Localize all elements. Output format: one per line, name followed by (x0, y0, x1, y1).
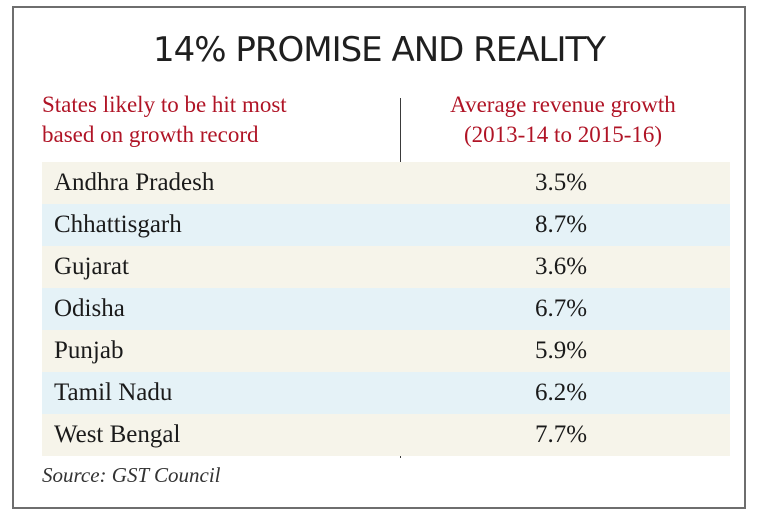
table-row: Chhattisgarh 8.7% (42, 204, 730, 246)
chart-title: 14% PROMISE AND REALITY (152, 30, 606, 70)
column-header-states: States likely to be hit most based on gr… (42, 90, 382, 150)
state-name: Andhra Pradesh (54, 169, 215, 196)
growth-value: 6.7% (534, 295, 588, 322)
growth-value: 7.7% (534, 421, 588, 448)
column-header-states-line-1: States likely to be hit most (42, 92, 287, 117)
table-row: Punjab 5.9% (42, 330, 730, 372)
table-row: Andhra Pradesh 3.5% (42, 162, 730, 204)
growth-value: 8.7% (534, 211, 588, 238)
table-row: Gujarat 3.6% (42, 246, 730, 288)
column-header-growth: Average revenue growth (2013-14 to 2015-… (404, 90, 722, 150)
table-row: Odisha 6.7% (42, 288, 730, 330)
column-header-states-line-2: based on growth record (42, 122, 259, 147)
table-body: Andhra Pradesh 3.5% Chhattisgarh 8.7% Gujara… (42, 162, 730, 456)
state-name: Gujarat (54, 253, 129, 280)
source-note: Source: GST Council (42, 463, 221, 487)
growth-value: 6.2% (534, 379, 588, 406)
table-row: West Bengal 7.7% (42, 414, 730, 456)
state-name: West Bengal (54, 421, 181, 448)
growth-value: 5.9% (534, 337, 588, 364)
infographic-frame: 14% PROMISE AND REALITY States likely to… (12, 6, 746, 509)
table-row: Tamil Nadu 6.2% (42, 372, 730, 414)
state-name: Tamil Nadu (54, 379, 173, 406)
growth-value: 3.5% (534, 169, 588, 196)
state-name: Odisha (54, 295, 125, 322)
column-header-growth-line-2: (2013-14 to 2015-16) (463, 122, 663, 147)
column-header-growth-line-1: Average revenue growth (450, 92, 676, 117)
growth-value: 3.6% (534, 253, 588, 280)
state-name: Punjab (54, 337, 124, 364)
state-name: Chhattisgarh (54, 211, 182, 238)
